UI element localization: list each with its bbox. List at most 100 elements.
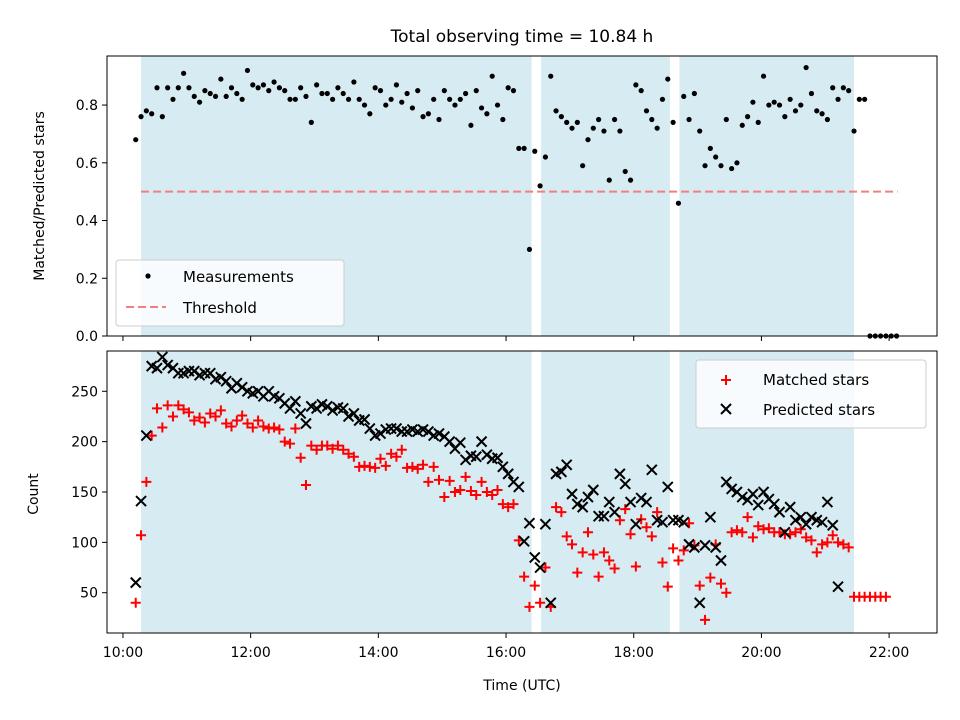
predicted-star-point xyxy=(614,468,626,480)
predicted-star-point xyxy=(827,519,839,531)
matched-star-point xyxy=(641,522,652,533)
matched-star-point xyxy=(822,537,833,548)
predicted-star-point xyxy=(720,476,733,488)
measurement-point xyxy=(149,111,155,117)
matched-star-point xyxy=(561,531,572,542)
measurement-point xyxy=(489,73,495,79)
predicted-star-point xyxy=(470,451,482,463)
matched-star-point xyxy=(662,581,673,592)
top-y-axis-label: Matched/Predicted stars xyxy=(32,111,48,281)
measurement-point xyxy=(207,90,213,97)
measurement-point xyxy=(824,116,830,123)
matched-star-point xyxy=(380,460,391,471)
measurement-point xyxy=(606,177,612,183)
matched-star-point xyxy=(758,524,769,535)
measurement-point xyxy=(266,88,272,94)
matched-star-point xyxy=(508,499,519,510)
matched-star-point xyxy=(668,543,679,554)
predicted-star-point xyxy=(587,484,600,496)
measurement-point xyxy=(372,85,378,91)
matched-star-point xyxy=(194,412,205,423)
matched-star-point xyxy=(295,452,306,463)
measurement-point xyxy=(191,93,197,100)
measurement-point xyxy=(798,102,804,108)
matched-star-point xyxy=(593,571,604,582)
matched-star-point xyxy=(444,475,455,486)
measurement-point xyxy=(574,119,580,125)
matched-star-point xyxy=(173,400,184,411)
legend-matched-label: Matched stars xyxy=(763,371,869,389)
measurement-point xyxy=(393,82,400,88)
measurement-point xyxy=(282,88,288,94)
measurement-point xyxy=(755,119,761,125)
measurement-point xyxy=(622,168,628,175)
legend-predicted-marker xyxy=(720,403,732,415)
predicted-star-point xyxy=(757,486,770,498)
predicted-star-point xyxy=(294,407,307,420)
predicted-star-point xyxy=(161,359,174,371)
matched-star-point xyxy=(843,542,854,553)
predicted-star-point xyxy=(220,375,232,387)
matched-star-point xyxy=(183,407,194,418)
measurement-point xyxy=(665,76,671,82)
top-y-tick-label: 0.8 xyxy=(76,98,98,114)
measurement-point xyxy=(771,99,777,105)
measurement-point xyxy=(596,116,602,123)
measurement-point xyxy=(478,105,485,111)
matched-star-point xyxy=(274,424,285,435)
measurement-point xyxy=(441,88,447,94)
matched-star-point xyxy=(519,571,530,582)
bottom-y-tick-label: 250 xyxy=(71,384,98,400)
measurement-point xyxy=(345,96,352,102)
measurement-point xyxy=(463,90,469,97)
measurement-point xyxy=(202,88,208,94)
predicted-star-point xyxy=(795,511,807,523)
matched-star-point xyxy=(567,539,578,550)
measurement-point xyxy=(244,67,251,74)
matched-star-point xyxy=(503,502,514,513)
measurement-point xyxy=(558,114,564,120)
matched-star-point xyxy=(162,400,173,411)
measurement-point xyxy=(840,85,846,91)
predicted-star-point xyxy=(539,518,552,530)
measurement-point xyxy=(670,119,676,125)
measurement-point xyxy=(457,96,463,102)
matched-star-point xyxy=(407,461,418,472)
predicted-star-point xyxy=(491,452,504,464)
measurement-point xyxy=(292,96,298,102)
observing-span-bottom-0 xyxy=(141,351,532,633)
predicted-star-point xyxy=(566,488,578,500)
matched-star-point xyxy=(226,421,237,432)
predicted-star-point xyxy=(545,597,557,609)
x-tick-label: 16:00 xyxy=(486,645,526,661)
matched-star-point xyxy=(263,423,274,434)
predicted-star-point xyxy=(800,518,812,530)
measurement-point xyxy=(532,148,538,154)
matched-star-point xyxy=(838,539,849,550)
matched-star-point xyxy=(455,484,466,495)
measurement-point xyxy=(803,64,809,71)
matched-star-point xyxy=(178,404,189,415)
measurement-point xyxy=(165,85,171,91)
measurement-point xyxy=(617,128,623,134)
measurement-point xyxy=(659,96,666,102)
matched-star-point xyxy=(354,461,365,472)
measurement-point xyxy=(298,85,304,91)
predicted-star-point xyxy=(725,483,738,495)
predicted-star-point xyxy=(284,402,296,415)
measurement-point xyxy=(739,122,745,128)
predicted-star-point xyxy=(454,436,466,449)
measurement-point xyxy=(643,108,650,114)
measurement-point xyxy=(436,116,442,123)
matched-star-point xyxy=(359,460,370,471)
bottom-y-ticks: 50 100 150 200 250 xyxy=(71,384,107,602)
measurement-point xyxy=(159,114,165,120)
measurement-point xyxy=(601,128,607,134)
top-legend-box xyxy=(115,259,345,327)
x-tick-label: 20:00 xyxy=(741,645,781,661)
measurement-point xyxy=(776,102,783,108)
measurement-point xyxy=(409,105,415,111)
matched-star-point xyxy=(136,530,147,541)
x-tick-label: 12:00 xyxy=(230,645,270,661)
